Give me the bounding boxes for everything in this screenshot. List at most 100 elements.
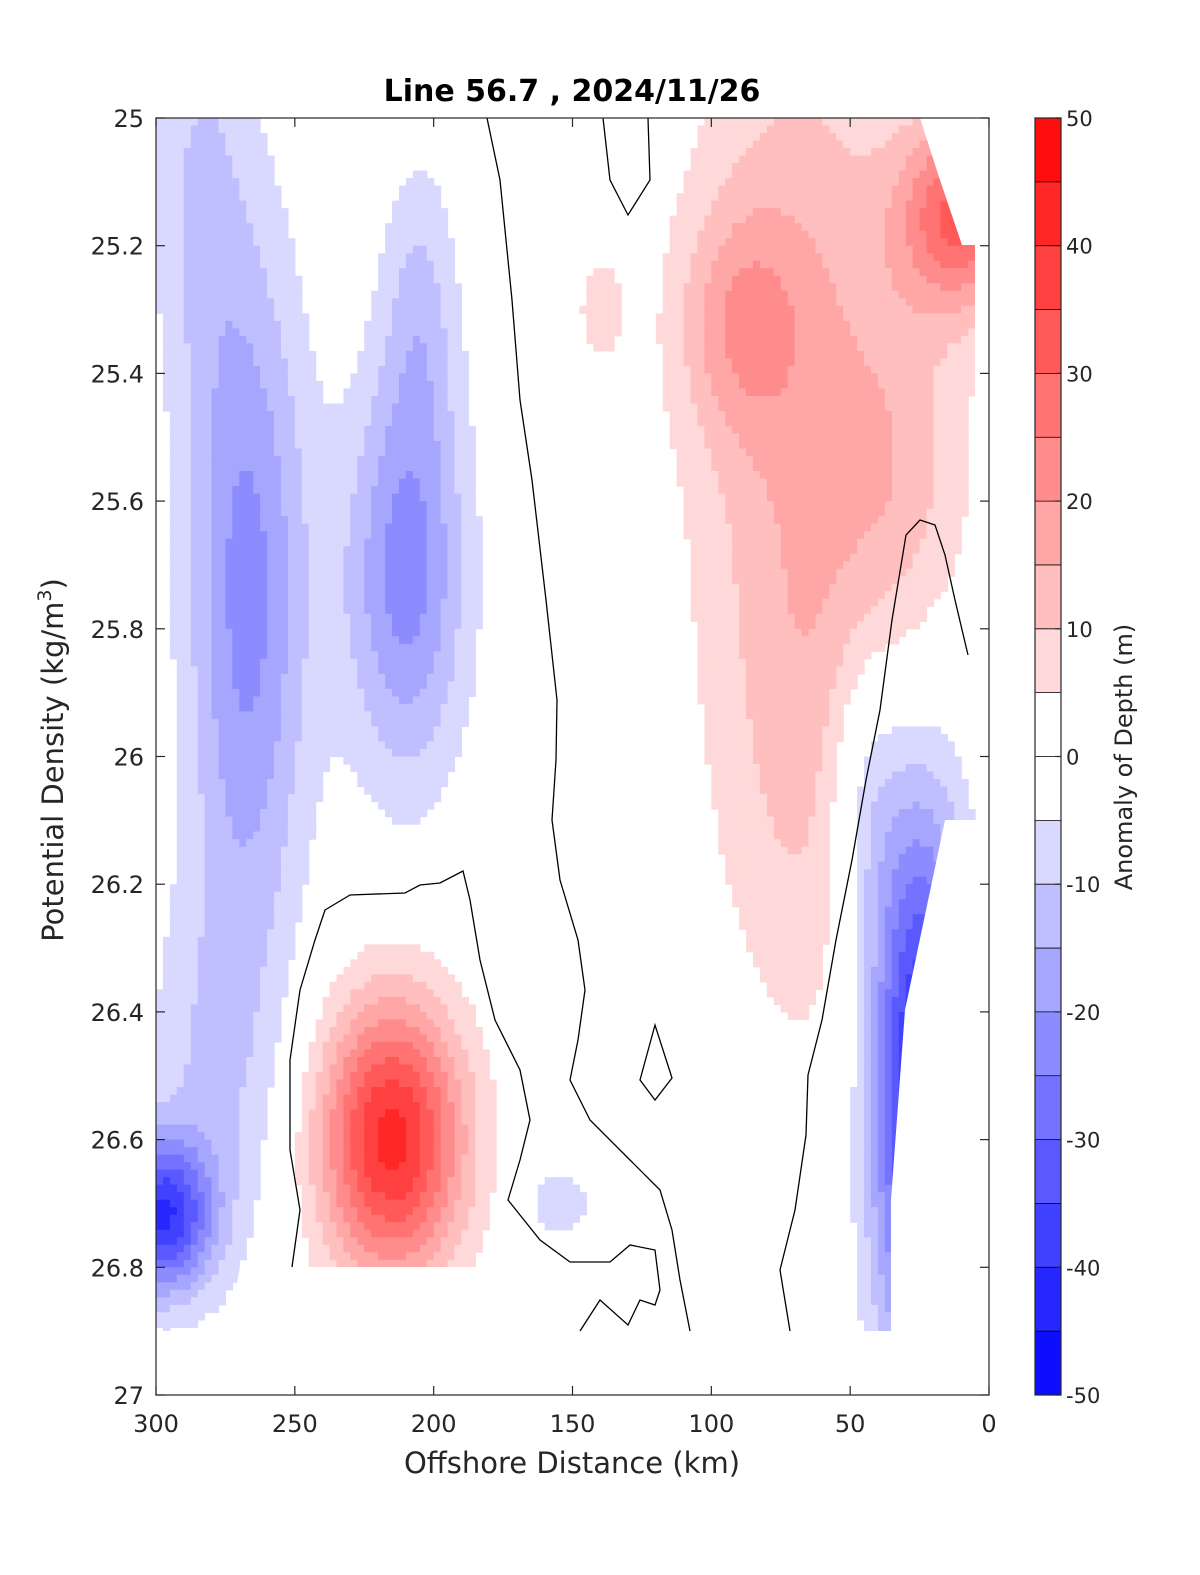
contour-cell <box>211 1192 220 1201</box>
contour-cell <box>197 779 206 788</box>
contour-cell <box>329 1064 338 1073</box>
contour-cell <box>190 155 199 164</box>
contour-cell <box>412 546 421 555</box>
contour-cell <box>211 290 220 299</box>
contour-cell <box>183 1124 192 1133</box>
contour-cell <box>204 929 213 938</box>
contour-cell <box>197 839 206 848</box>
contour-cell <box>378 1071 386 1081</box>
contour-cell <box>287 681 296 690</box>
contour-cell <box>294 1147 303 1156</box>
contour-cell <box>398 1162 407 1171</box>
contour-cell <box>162 1177 171 1186</box>
contour-cell <box>176 1026 185 1036</box>
contour-cell <box>176 471 185 480</box>
contour-cell <box>329 651 338 660</box>
contour-cell <box>301 1154 310 1163</box>
contour-cell <box>225 816 233 825</box>
contour-cell <box>232 1102 240 1111</box>
contour-cell <box>371 1011 379 1021</box>
contour-cell <box>385 380 393 390</box>
contour-cell <box>162 966 171 975</box>
contour-cell <box>371 395 379 405</box>
contour-cell <box>211 1169 220 1178</box>
contour-cell <box>357 1094 365 1103</box>
contour-cell <box>274 944 282 953</box>
contour-cell <box>190 1297 199 1306</box>
contour-cell <box>301 561 310 570</box>
contour-cell <box>176 523 185 532</box>
contour-cell <box>246 410 254 420</box>
contour-cell <box>176 839 185 848</box>
contour-cell <box>169 290 178 299</box>
contour-cell <box>371 966 379 975</box>
contour-cell <box>412 313 421 322</box>
contour-cell <box>280 373 289 382</box>
contour-cell <box>156 178 164 187</box>
contour-cell <box>287 613 296 622</box>
contour-cell <box>183 944 192 953</box>
contour-cell <box>343 1229 351 1238</box>
contour-cell <box>412 260 421 269</box>
contour-cell <box>162 388 171 397</box>
contour-cell <box>225 223 233 232</box>
contour-cell <box>218 1282 227 1291</box>
contour-cell <box>343 433 351 442</box>
contour-cell <box>412 1011 421 1021</box>
contour-cell <box>232 516 240 525</box>
contour-cell <box>301 1229 310 1238</box>
contour-cell <box>385 794 393 803</box>
contour-cell <box>274 185 282 194</box>
contour-cell <box>183 1132 192 1141</box>
contour-cell <box>329 989 338 998</box>
contour-cell <box>398 1026 407 1036</box>
contour-cell <box>246 1229 254 1238</box>
contour-cell <box>267 313 275 322</box>
contour-cell <box>385 290 393 299</box>
contour-cell <box>253 328 261 337</box>
contour-cell <box>267 636 275 645</box>
contour-cell <box>315 756 324 765</box>
contour-cell <box>169 628 178 637</box>
contour-cell <box>169 651 178 660</box>
contour-cell <box>294 1139 303 1148</box>
contour-cell <box>225 1094 233 1103</box>
contour-cell <box>294 598 303 607</box>
contour-cell <box>308 1199 317 1208</box>
contour-cell <box>392 373 400 382</box>
contour-cell <box>364 501 372 510</box>
contour-cell <box>197 380 206 390</box>
contour-cell <box>162 1034 171 1043</box>
contour-cell <box>253 726 261 735</box>
contour-cell <box>156 1252 164 1261</box>
contour-cell <box>364 966 372 975</box>
contour-cell <box>204 914 213 923</box>
contour-cell <box>183 305 192 314</box>
contour-cell <box>246 891 254 900</box>
contour-cell <box>246 576 254 585</box>
contour-cell <box>183 1147 192 1156</box>
contour-cell <box>246 741 254 750</box>
contour-cell <box>218 1252 227 1261</box>
contour-cell <box>156 1034 164 1043</box>
contour-cell <box>315 688 324 697</box>
contour-cell <box>253 155 261 164</box>
contour-cell <box>350 463 358 472</box>
contour-cell <box>162 290 171 299</box>
contour-cell <box>301 621 310 630</box>
contour-cell <box>398 703 407 713</box>
contour-cell <box>301 448 310 457</box>
contour-cell <box>371 1064 379 1073</box>
contour-cell <box>385 1041 393 1051</box>
contour-cell <box>239 253 247 262</box>
contour-cell <box>329 441 338 450</box>
contour-cell <box>239 170 247 179</box>
contour-cell <box>336 456 345 465</box>
contour-cell <box>190 1222 199 1231</box>
contour-cell <box>322 463 331 472</box>
contour-cell <box>204 959 213 968</box>
contour-cell <box>232 899 240 908</box>
contour-cell <box>315 1034 324 1043</box>
contour-cell <box>287 643 296 652</box>
contour-cell <box>169 1154 178 1163</box>
